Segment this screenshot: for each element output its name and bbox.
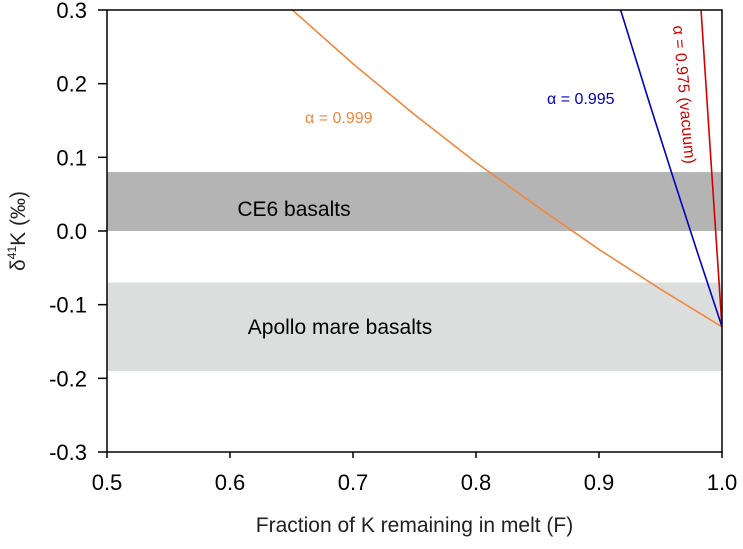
y-tick-label: 0.2: [56, 72, 87, 97]
y-axis-label-suffix: K (‰): [7, 191, 30, 246]
y-axis-label: δ41K (‰): [5, 191, 30, 271]
y-tick-label: -0.2: [49, 366, 87, 391]
y-tick-label: -0.1: [49, 293, 87, 318]
y-axis-label-sup: 41: [5, 246, 19, 260]
series-line-alpha-0975: [700, 10, 722, 327]
y-tick-label: 0.3: [56, 0, 87, 23]
x-tick-label: 0.8: [461, 470, 492, 495]
y-tick-label: 0.0: [56, 219, 87, 244]
series-label-alpha-0999: α = 0.999: [305, 110, 373, 127]
y-axis-label-prefix: δ: [7, 259, 30, 271]
x-tick-label: 1.0: [707, 470, 738, 495]
series-label-alpha-0975: α = 0.975 (vacuum): [669, 25, 698, 165]
band-ce6: [107, 172, 722, 231]
band-label-apollo: Apollo mare basalts: [248, 316, 432, 339]
x-tick-label: 0.6: [215, 470, 246, 495]
x-axis-label: Fraction of K remaining in melt (F): [256, 514, 573, 537]
x-tick-label: 0.7: [338, 470, 369, 495]
y-tick-label: -0.3: [49, 440, 87, 465]
y-tick-label: 0.1: [56, 145, 87, 170]
band-apollo: [107, 282, 722, 371]
x-tick-label: 0.5: [92, 470, 123, 495]
band-label-ce6: CE6 basalts: [237, 198, 350, 221]
series-line-alpha-0999: [291, 10, 722, 328]
series-label-alpha-0995: α = 0.995: [547, 91, 615, 108]
series-line-alpha-0995: [619, 10, 722, 328]
x-tick-label: 0.9: [584, 470, 615, 495]
